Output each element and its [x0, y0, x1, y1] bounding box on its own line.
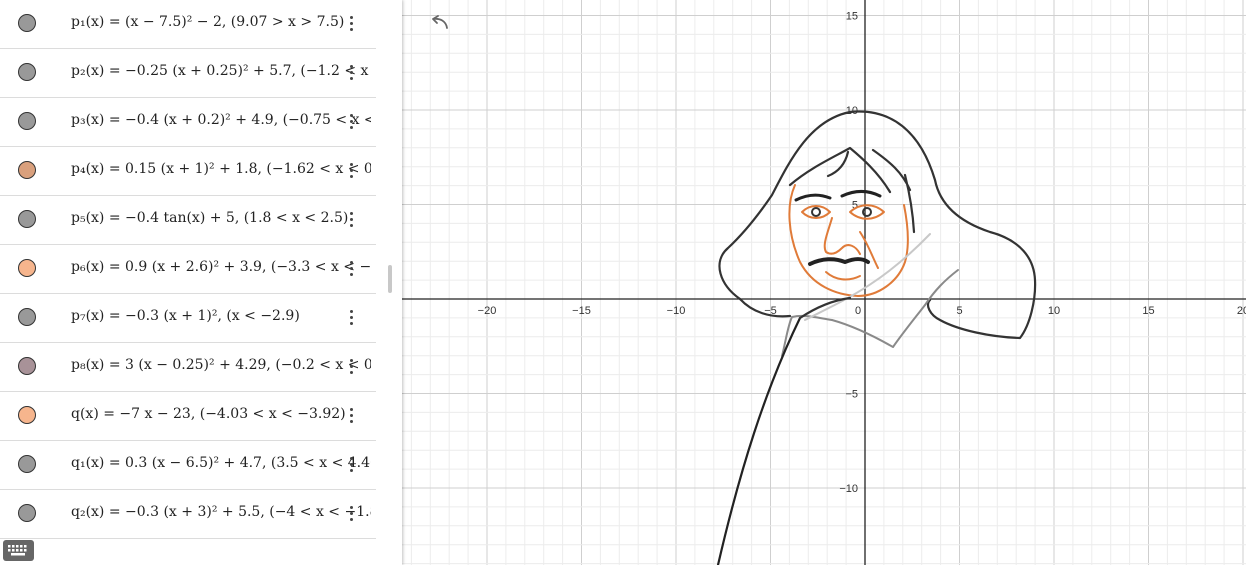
- more-options-icon[interactable]: [346, 12, 356, 34]
- function-expression[interactable]: p₈(x) = 3 (x − 0.25)² + 4.29, (−0.2 < x …: [71, 357, 371, 373]
- shoulder-line: [798, 296, 852, 320]
- scrollbar[interactable]: [388, 265, 392, 293]
- axes: [402, 0, 1246, 565]
- hair-left-lower: [738, 297, 792, 318]
- x-tick-label: 20: [1237, 305, 1246, 317]
- x-tick-label: 10: [1048, 305, 1060, 317]
- neck-line: [804, 233, 931, 321]
- more-options-icon[interactable]: [346, 355, 356, 377]
- x-tick-label: −15: [572, 305, 591, 317]
- more-options-icon[interactable]: [346, 502, 356, 524]
- algebra-row[interactable]: p₈(x) = 3 (x − 0.25)² + 4.29, (−0.2 < x …: [0, 343, 376, 392]
- right-eye: [849, 204, 885, 220]
- more-options-icon[interactable]: [346, 159, 356, 181]
- function-expression[interactable]: p₅(x) = −0.4 tan(x) + 5, (1.8 < x < 2.5): [71, 210, 349, 226]
- right-pupil: [862, 207, 872, 217]
- more-options-icon[interactable]: [346, 404, 356, 426]
- more-options-icon[interactable]: [346, 110, 356, 132]
- algebra-row[interactable]: q(x) = −7 x − 23, (−4.03 < x < −3.92): [0, 392, 376, 441]
- algebra-row[interactable]: p₇(x) = −0.3 (x + 1)², (x < −2.9): [0, 294, 376, 343]
- more-options-icon[interactable]: [346, 61, 356, 83]
- function-expression[interactable]: p₄(x) = 0.15 (x + 1)² + 1.8, (−1.62 < x …: [71, 161, 371, 177]
- collar-point: [924, 269, 959, 306]
- function-expression[interactable]: p₆(x) = 0.9 (x + 2.6)² + 3.9, (−3.3 < x …: [71, 259, 371, 275]
- algebra-row[interactable]: p₃(x) = −0.4 (x + 0.2)² + 4.9, (−0.75 < …: [0, 98, 376, 147]
- hair-outline-curve: [718, 110, 1037, 340]
- y-tick-label: −5: [845, 389, 858, 401]
- function-expression[interactable]: q₂(x) = −0.3 (x + 3)² + 5.5, (−4 < x < −…: [71, 504, 371, 520]
- collar-right: [831, 304, 926, 348]
- visibility-toggle[interactable]: [18, 14, 36, 32]
- y-tick-label: −10: [839, 483, 858, 495]
- function-expression[interactable]: p₃(x) = −0.4 (x + 0.2)² + 4.9, (−0.75 < …: [71, 112, 371, 128]
- function-expression[interactable]: p₂(x) = −0.25 (x + 0.25)² + 5.7, (−1.2 <…: [71, 63, 371, 79]
- x-tick-labels: −20−15−10−505101520: [478, 305, 1246, 317]
- visibility-toggle[interactable]: [18, 112, 36, 130]
- visibility-toggle[interactable]: [18, 161, 36, 179]
- visibility-toggle[interactable]: [18, 308, 36, 326]
- mustache: [808, 257, 870, 266]
- left-pupil: [811, 207, 821, 217]
- more-options-icon[interactable]: [346, 208, 356, 230]
- algebra-row[interactable]: p₆(x) = 0.9 (x + 2.6)² + 3.9, (−3.3 < x …: [0, 245, 376, 294]
- body-curve: [716, 316, 802, 565]
- x-tick-label: 0: [855, 305, 861, 317]
- algebra-row[interactable]: p₄(x) = 0.15 (x + 1)² + 1.8, (−1.62 < x …: [0, 147, 376, 196]
- y-tick-label: 5: [852, 200, 858, 212]
- algebra-row[interactable]: q₁(x) = 0.3 (x − 6.5)² + 4.7, (3.5 < x <…: [0, 441, 376, 490]
- face-outline: [788, 184, 909, 297]
- nose: [823, 217, 861, 255]
- hair-fringe-right: [871, 148, 916, 234]
- visibility-toggle[interactable]: [18, 259, 36, 277]
- cheek-line: [859, 231, 879, 269]
- keyboard-icon: [8, 545, 27, 556]
- visibility-toggle[interactable]: [18, 210, 36, 228]
- visibility-toggle[interactable]: [18, 63, 36, 81]
- algebra-row[interactable]: p₁(x) = (x − 7.5)² − 2, (9.07 > x > 7.5): [0, 0, 376, 49]
- more-options-icon[interactable]: [346, 257, 356, 279]
- more-options-icon[interactable]: [346, 306, 356, 328]
- left-eyebrow: [794, 193, 832, 202]
- grid-lines: [402, 0, 1246, 565]
- visibility-toggle[interactable]: [18, 455, 36, 473]
- function-expression[interactable]: q(x) = −7 x − 23, (−4.03 < x < −3.92): [71, 406, 346, 422]
- visibility-toggle[interactable]: [18, 504, 36, 522]
- x-tick-label: 5: [956, 305, 962, 317]
- left-eye: [801, 205, 831, 219]
- mouth: [825, 271, 861, 281]
- algebra-row[interactable]: p₂(x) = −0.25 (x + 0.25)² + 5.7, (−1.2 <…: [0, 49, 376, 98]
- function-expression[interactable]: p₁(x) = (x − 7.5)² − 2, (9.07 > x > 7.5): [71, 14, 345, 30]
- function-expression[interactable]: p₇(x) = −0.3 (x + 1)², (x < −2.9): [71, 308, 300, 324]
- algebra-view: p₁(x) = (x − 7.5)² − 2, (9.07 > x > 7.5)…: [0, 0, 402, 565]
- algebra-row[interactable]: q₂(x) = −0.3 (x + 3)² + 5.5, (−4 < x < −…: [0, 490, 376, 539]
- keyboard-button[interactable]: [3, 540, 34, 561]
- visibility-toggle[interactable]: [18, 357, 36, 375]
- undo-icon: [432, 15, 448, 29]
- function-expression[interactable]: q₁(x) = 0.3 (x − 6.5)² + 4.7, (3.5 < x <…: [71, 455, 371, 471]
- portrait-drawing: [716, 110, 1037, 565]
- more-options-icon[interactable]: [346, 453, 356, 475]
- y-tick-label: 15: [846, 11, 858, 23]
- right-eyebrow: [840, 190, 882, 198]
- hair-strand: [826, 150, 850, 178]
- algebra-row[interactable]: p₅(x) = −0.4 tan(x) + 5, (1.8 < x < 2.5): [0, 196, 376, 245]
- collar-left: [781, 314, 833, 357]
- x-tick-label: −10: [667, 305, 686, 317]
- x-tick-label: −20: [478, 305, 497, 317]
- hair-fringe-left: [788, 146, 892, 194]
- visibility-toggle[interactable]: [18, 406, 36, 424]
- undo-button[interactable]: [428, 14, 450, 32]
- x-tick-label: 15: [1142, 305, 1154, 317]
